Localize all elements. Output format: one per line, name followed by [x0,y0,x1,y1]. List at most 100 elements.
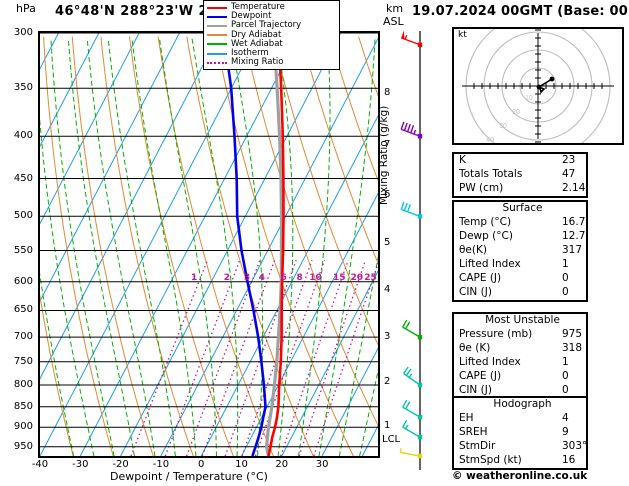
pressure-tick-label: 550 [13,244,33,256]
info-row-key: θe(K) [459,244,487,256]
info-box-title: Hodograph [493,398,552,410]
info-row-value: 0 [562,272,569,284]
info-row: SREH 9 [454,426,586,440]
info-row-key: EH [459,412,474,424]
wind-barb [400,121,423,139]
height-axis-unit-asl: ASL [383,15,404,28]
height-tick-label: 3 [384,330,391,342]
info-row-key: CIN (J) [459,286,492,298]
legend-swatch-icon [207,24,227,27]
pressure-tick-label: 850 [13,400,33,412]
height-tick-label: 8 [384,87,391,99]
height-tick-label: 5 [384,237,391,249]
height-tick-label: 4 [384,284,391,296]
info-row-value: 23 [562,154,576,166]
mixing-ratio-label: 2 [223,272,230,283]
mixing-ratio-label: 3 [243,272,251,283]
info-row-key: Pressure (mb) [459,328,533,340]
legend-swatch-icon [207,34,227,37]
height-axis-unit-km: km [386,2,404,15]
legend-item-label: Wet Adiabat [231,38,283,49]
pressure-tick-label: 450 [13,172,33,184]
stability-indices-box: K 23 Totals Totals 47 PW (cm) 2.14 [452,152,588,198]
info-row: PW (cm) 2.14 [454,182,586,196]
info-row: Totals Totals 47 [454,168,586,182]
temperature-tick-label: 20 [275,459,289,470]
wind-barb-svg [399,30,423,470]
legend-swatch-icon [207,43,227,46]
forecast-datetime: 19.07.2024 00GMT (Base: 00) [412,4,629,19]
info-row-value: 303° [562,440,588,452]
legend-swatch-icon [207,61,227,64]
info-row: CIN (J) 0 [454,384,586,398]
pressure-tick-label: 300 [13,27,33,38]
info-row-value: 4 [562,412,569,424]
temperature-tick-label: -20 [112,459,129,470]
pressure-tick-label: 350 [13,82,33,94]
temperature-curve [267,33,285,456]
info-row-key: CAPE (J) [459,370,502,382]
wet-adiabat-lines [40,37,378,456]
parcel-trajectory-curve [264,33,284,456]
hodograph-ring-labels: 10 20 30 40 [486,95,533,144]
info-row: K 23 [454,154,586,168]
copyright-notice: © weatheronline.co.uk [452,470,588,482]
info-row-key: SREH [459,426,488,438]
hodograph-trace [536,76,555,94]
legend-item-label: Dewpoint [231,11,272,22]
info-row: Temp (°C) 16.7 [454,216,586,230]
legend-item-label: Dry Adiabat [231,29,282,40]
info-row-value: 16 [562,454,576,466]
pressure-tick-label: 900 [13,421,33,433]
info-row-value: 47 [562,168,576,180]
temperature-tick-label: 0 [198,459,205,470]
info-row-key: Lifted Index [459,258,521,270]
pressure-tick-label: 400 [13,130,33,142]
legend-item: Temperature [207,3,336,12]
info-row: θe(K) 317 [454,244,586,258]
hodograph-stats-box: Hodograph EH 4 SREH 9 StmDir 303° StmSpd (kt) 16 [452,396,588,470]
surface-parcel-box: Surface Temp (°C) 16.7 Dewp (°C) 12.7 θe(K) 31… [452,200,588,302]
info-row: θe (K) 318 [454,342,586,356]
mixing-ratio-label: 6 [280,272,287,283]
info-row: CAPE (J) 0 [454,272,586,286]
mixing-ratio-lines [130,259,378,456]
info-row-value: 9 [562,426,569,438]
info-row-value: 12.7 [562,230,586,242]
info-row-key: Temp (°C) [459,216,512,228]
info-row-key: K [459,154,466,166]
pressure-axis-unit: hPa [16,2,36,15]
mixing-ratio-label: 10 [309,272,322,283]
chart-legend: Temperature Dewpoint Parcel Trajectory Dry … [203,0,340,71]
pressure-tick-label: 800 [13,379,33,390]
wind-barb [402,399,423,420]
pressure-tick-label: 650 [13,304,33,316]
info-row: EH 4 [454,412,586,426]
wind-barb [403,366,423,388]
info-row-value: 317 [562,244,583,256]
legend-item: Mixing Ratio [207,58,336,67]
legend-swatch-icon [207,6,227,9]
info-row-value: 318 [562,342,583,354]
skewt-chart-svg [40,33,378,456]
isotherm-lines [40,33,378,456]
mixing-ratio-label: 25 [364,272,377,283]
hodograph-ring-label: 20 [512,109,520,116]
info-row: Dewp (°C) 12.7 [454,230,586,244]
info-row-key: Totals Totals [459,168,523,180]
pressure-tick-label: 500 [13,210,33,222]
hodograph-svg: 10 20 30 40 [462,13,614,159]
pressure-tick-label: 950 [13,440,33,452]
legend-item: Wet Adiabat [207,38,336,49]
temperature-tick-label: -10 [152,459,170,470]
legend-item: Dry Adiabat [207,29,336,40]
info-row-value: 1 [562,356,569,368]
height-tick-label: 1 [384,419,391,431]
info-row-key: CAPE (J) [459,272,502,284]
legend-item: Dewpoint [207,12,336,21]
info-row-value: 0 [562,286,569,298]
info-row-key: CIN (J) [459,384,492,396]
height-tick-label: 2 [384,375,391,387]
temperature-tick-label: -40 [31,459,49,470]
lcl-label: LCL [382,434,401,445]
